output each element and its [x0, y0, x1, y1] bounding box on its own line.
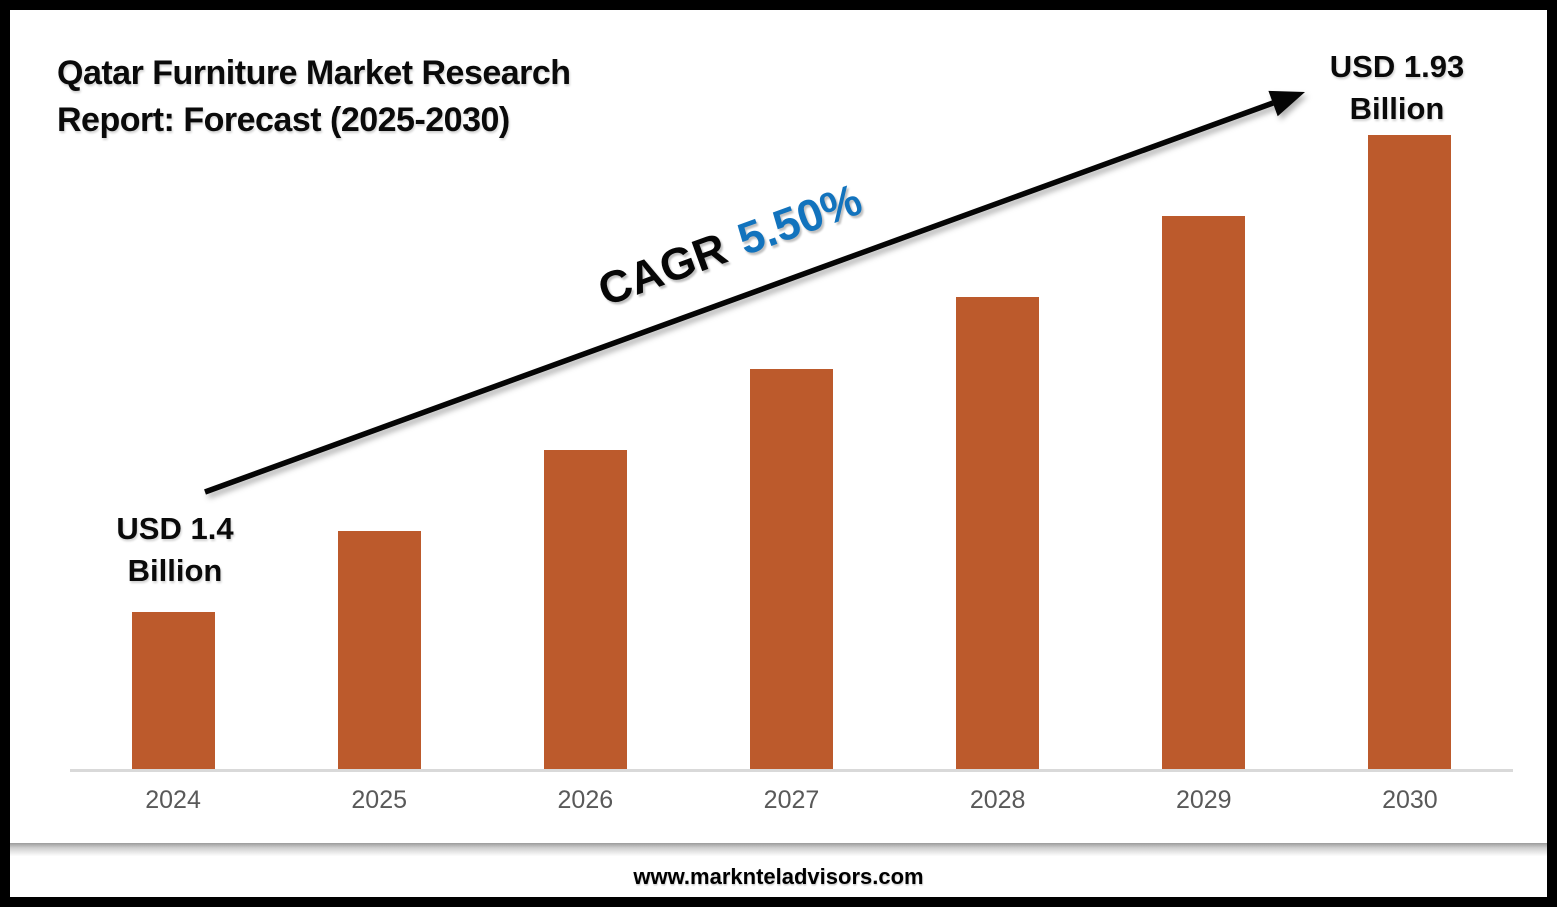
end-value-label: USD 1.93 Billion — [1267, 46, 1527, 130]
start-value-line2: Billion — [127, 553, 223, 588]
bar-2024 — [131, 612, 215, 770]
bar-group — [70, 135, 1513, 770]
bar-column-2027 — [688, 369, 894, 770]
bar-2030 — [1368, 135, 1452, 770]
bar-column-2024 — [70, 612, 276, 770]
bar-2028 — [956, 297, 1040, 770]
chart-area: Qatar Furniture Market Research Report: … — [10, 10, 1547, 897]
footer-website: www.marknteladvisors.com — [633, 864, 924, 889]
bar-column-2025 — [276, 531, 482, 770]
footer-divider — [10, 843, 1547, 857]
axis-label-2029: 2029 — [1175, 786, 1232, 814]
end-value-line2: Billion — [1349, 91, 1445, 126]
chart-title-line2: Report: Forecast (2025-2030) — [57, 101, 510, 139]
axis-label-2027: 2027 — [763, 786, 820, 814]
axis-label-2024: 2024 — [145, 786, 201, 814]
bar-2029 — [1162, 216, 1246, 770]
axis-label-2026: 2026 — [557, 786, 614, 814]
start-value-label: USD 1.4 Billion — [45, 508, 305, 592]
bar-2027 — [749, 369, 833, 770]
chart-title: Qatar Furniture Market Research Report: … — [57, 50, 571, 144]
bar-2026 — [543, 450, 627, 770]
footer: www.marknteladvisors.com — [10, 857, 1547, 897]
bar-column-2026 — [482, 450, 688, 770]
axis-label-2025: 2025 — [351, 786, 408, 814]
trend-arrow-icon — [204, 90, 1305, 495]
bar-column-2028 — [895, 297, 1101, 770]
end-value-line1: USD 1.93 — [1329, 49, 1465, 84]
bar-column-2030 — [1307, 135, 1513, 770]
bar-2025 — [337, 531, 421, 770]
axis-label-2030: 2030 — [1382, 786, 1438, 814]
axis-label-2028: 2028 — [969, 786, 1026, 814]
start-value-line1: USD 1.4 — [116, 511, 234, 546]
axis-labels: 2024 2025 2026 2027 2028 2029 2030 — [70, 786, 1513, 815]
bar-column-2029 — [1101, 216, 1307, 770]
x-axis-line — [70, 769, 1513, 772]
chart-title-line1: Qatar Furniture Market Research — [57, 54, 571, 92]
